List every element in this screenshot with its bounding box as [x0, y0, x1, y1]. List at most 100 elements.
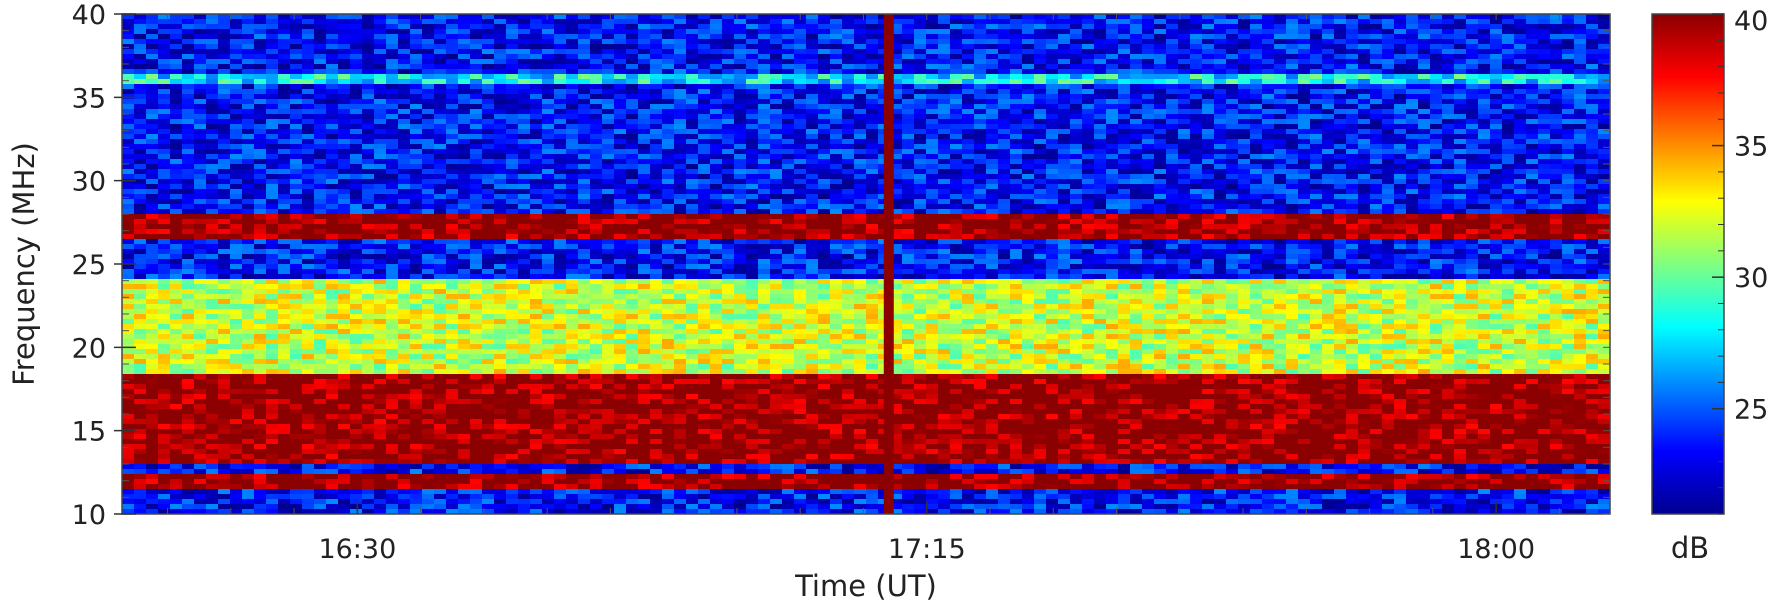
heatmap-cell	[818, 49, 831, 55]
heatmap-cell	[1562, 114, 1575, 120]
heatmap-cell	[1442, 184, 1455, 190]
heatmap-cell	[1562, 74, 1575, 80]
heatmap-cell	[386, 49, 399, 55]
heatmap-cell	[1106, 209, 1119, 215]
heatmap-cell	[566, 39, 579, 45]
heatmap-cell	[962, 199, 975, 205]
heatmap-cell	[1418, 14, 1431, 20]
heatmap-cell	[386, 194, 399, 200]
heatmap-cell	[518, 149, 531, 155]
heatmap-cell	[1214, 59, 1227, 65]
heatmap-cell	[386, 189, 399, 195]
heatmap-cell	[902, 84, 915, 90]
heatmap-cell	[710, 209, 723, 215]
heatmap-cell	[494, 34, 507, 40]
heatmap-cell	[542, 189, 555, 195]
heatmap-cell	[1070, 39, 1083, 45]
heatmap-cell	[302, 154, 315, 160]
heatmap-cell	[710, 104, 723, 110]
heatmap-cell	[278, 94, 291, 100]
heatmap-cell	[1574, 114, 1587, 120]
heatmap-cell	[938, 124, 951, 130]
heatmap-cell	[1514, 114, 1527, 120]
heatmap-cell	[938, 109, 951, 115]
heatmap-cell	[854, 179, 867, 185]
heatmap-cell	[458, 154, 471, 160]
heatmap-cell	[746, 134, 759, 140]
heatmap-cell	[710, 119, 723, 125]
heatmap-cell	[1154, 154, 1167, 160]
heatmap-cell	[290, 19, 303, 25]
heatmap-cell	[1418, 179, 1431, 185]
heatmap-cell	[302, 119, 315, 125]
heatmap-cell	[1322, 114, 1335, 120]
heatmap-cell	[1526, 34, 1539, 40]
heatmap-cell	[1226, 184, 1239, 190]
heatmap-cell	[1058, 79, 1071, 85]
heatmap-cell	[1514, 144, 1527, 150]
heatmap-cell	[926, 129, 939, 135]
heatmap-cell	[362, 39, 375, 45]
heatmap-cell	[794, 179, 807, 185]
heatmap-cell	[410, 89, 423, 95]
heatmap-cell	[1430, 189, 1443, 195]
heatmap-cell	[302, 209, 315, 215]
heatmap-cell	[1598, 149, 1610, 155]
heatmap-cell	[1082, 154, 1095, 160]
heatmap-cell	[734, 114, 747, 120]
heatmap-cell	[182, 169, 195, 175]
heatmap-cell	[566, 24, 579, 30]
heatmap-cell	[1058, 94, 1071, 100]
heatmap-cell	[686, 169, 699, 175]
heatmap-cell	[1550, 94, 1563, 100]
heatmap-cell	[1418, 189, 1431, 195]
heatmap-cell	[434, 19, 447, 25]
heatmap-cell	[866, 64, 879, 70]
heatmap-cell	[638, 54, 651, 60]
heatmap-cell	[1346, 119, 1359, 125]
heatmap-cell	[1406, 199, 1419, 205]
heatmap-cell	[410, 164, 423, 170]
heatmap-cell	[1022, 29, 1035, 35]
heatmap-cell	[422, 29, 435, 35]
heatmap-cell	[1406, 184, 1419, 190]
heatmap-cell	[770, 29, 783, 35]
heatmap-cell	[230, 204, 243, 210]
heatmap-cell	[1538, 174, 1551, 180]
heatmap-cell	[1514, 94, 1527, 100]
heatmap-cell	[158, 74, 171, 80]
heatmap-cell	[986, 194, 999, 200]
heatmap-cell	[746, 159, 759, 165]
heatmap-cell	[1370, 59, 1383, 65]
heatmap-cell	[434, 24, 447, 30]
heatmap-cell	[1094, 89, 1107, 95]
heatmap-cell	[1238, 164, 1251, 170]
heatmap-cell	[770, 154, 783, 160]
heatmap-cell	[362, 204, 375, 210]
heatmap-cell	[806, 69, 819, 75]
heatmap-cell	[1046, 109, 1059, 115]
heatmap-cell	[326, 79, 339, 85]
heatmap-cell	[1262, 104, 1275, 110]
heatmap-cell	[1034, 194, 1047, 200]
heatmap-cell	[698, 69, 711, 75]
heatmap-cell	[254, 154, 267, 160]
heatmap-cell	[410, 64, 423, 70]
heatmap-cell	[1574, 154, 1587, 160]
heatmap-cell	[698, 114, 711, 120]
heatmap-cell	[446, 89, 459, 95]
heatmap-cell	[554, 119, 567, 125]
heatmap-cell	[1310, 204, 1323, 210]
heatmap-cell	[458, 104, 471, 110]
heatmap-cell	[758, 124, 771, 130]
heatmap-cell	[182, 144, 195, 150]
heatmap-cell	[518, 164, 531, 170]
heatmap-cell	[1286, 104, 1299, 110]
heatmap-cell	[1526, 69, 1539, 75]
heatmap-cell	[458, 164, 471, 170]
heatmap-cell	[1190, 119, 1203, 125]
heatmap-cell	[794, 149, 807, 155]
heatmap-cell	[1250, 179, 1263, 185]
heatmap-cell	[806, 24, 819, 30]
heatmap-cell	[806, 139, 819, 145]
